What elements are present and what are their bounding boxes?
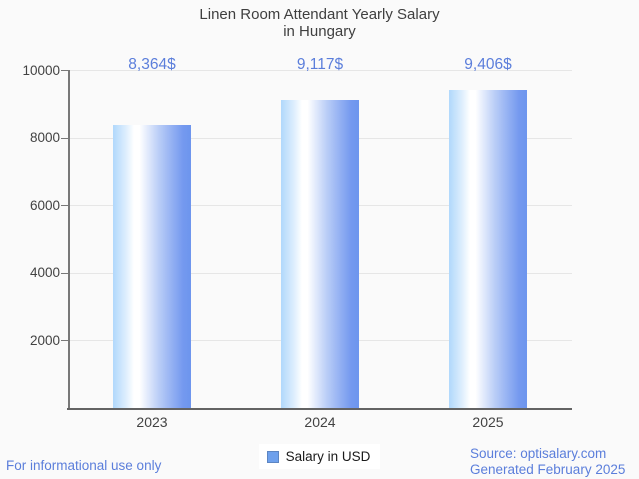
y-axis-line — [68, 70, 70, 409]
y-axis-tick-10000 — [61, 70, 68, 71]
x-axis-line — [67, 408, 572, 410]
bar-2025[interactable] — [449, 90, 527, 408]
y-axis-label-4000: 4000 — [29, 265, 60, 281]
y-axis-tick-6000 — [61, 205, 68, 207]
y-axis-label-2000: 2000 — [29, 332, 60, 348]
bar-value-label-2023: 8,364$ — [128, 56, 176, 73]
x-axis-label-2025: 2025 — [472, 414, 504, 430]
source-link[interactable]: Source: optisalary.com — [470, 446, 607, 461]
x-axis-label-2023: 2023 — [136, 414, 168, 430]
y-axis-tick-8000 — [61, 137, 68, 139]
chart-title: Linen Room Attendant Yearly Salary in Hu… — [0, 6, 639, 40]
source-block: Source: optisalary.com Generated Februar… — [470, 446, 625, 477]
chart-title-line1: Linen Room Attendant Yearly Salary — [199, 6, 440, 23]
legend-label: Salary in USD — [285, 449, 371, 464]
generated-date: Generated February 2025 — [470, 461, 626, 477]
gridline-10000 — [69, 70, 572, 71]
legend-swatch-icon — [266, 450, 279, 463]
y-axis-label-10000: 10000 — [22, 62, 60, 78]
y-axis-tick-4000 — [61, 272, 68, 274]
legend-item-salary[interactable]: Salary in USD — [258, 444, 381, 469]
y-axis-tick-2000 — [61, 340, 68, 342]
informational-note: For informational use only — [6, 458, 162, 473]
chart-title-line2: in Hungary — [283, 23, 356, 40]
bar-value-label-2025: 9,406$ — [464, 56, 512, 73]
bar-2023[interactable] — [113, 125, 191, 408]
bar-2024[interactable] — [281, 99, 359, 408]
bar-value-label-2024: 9,117$ — [296, 56, 344, 73]
x-axis-label-2024: 2024 — [304, 414, 336, 430]
y-axis-label-6000: 6000 — [29, 197, 60, 213]
chart-legend: Salary in USD — [0, 444, 639, 469]
y-axis-label-8000: 8000 — [29, 130, 60, 146]
